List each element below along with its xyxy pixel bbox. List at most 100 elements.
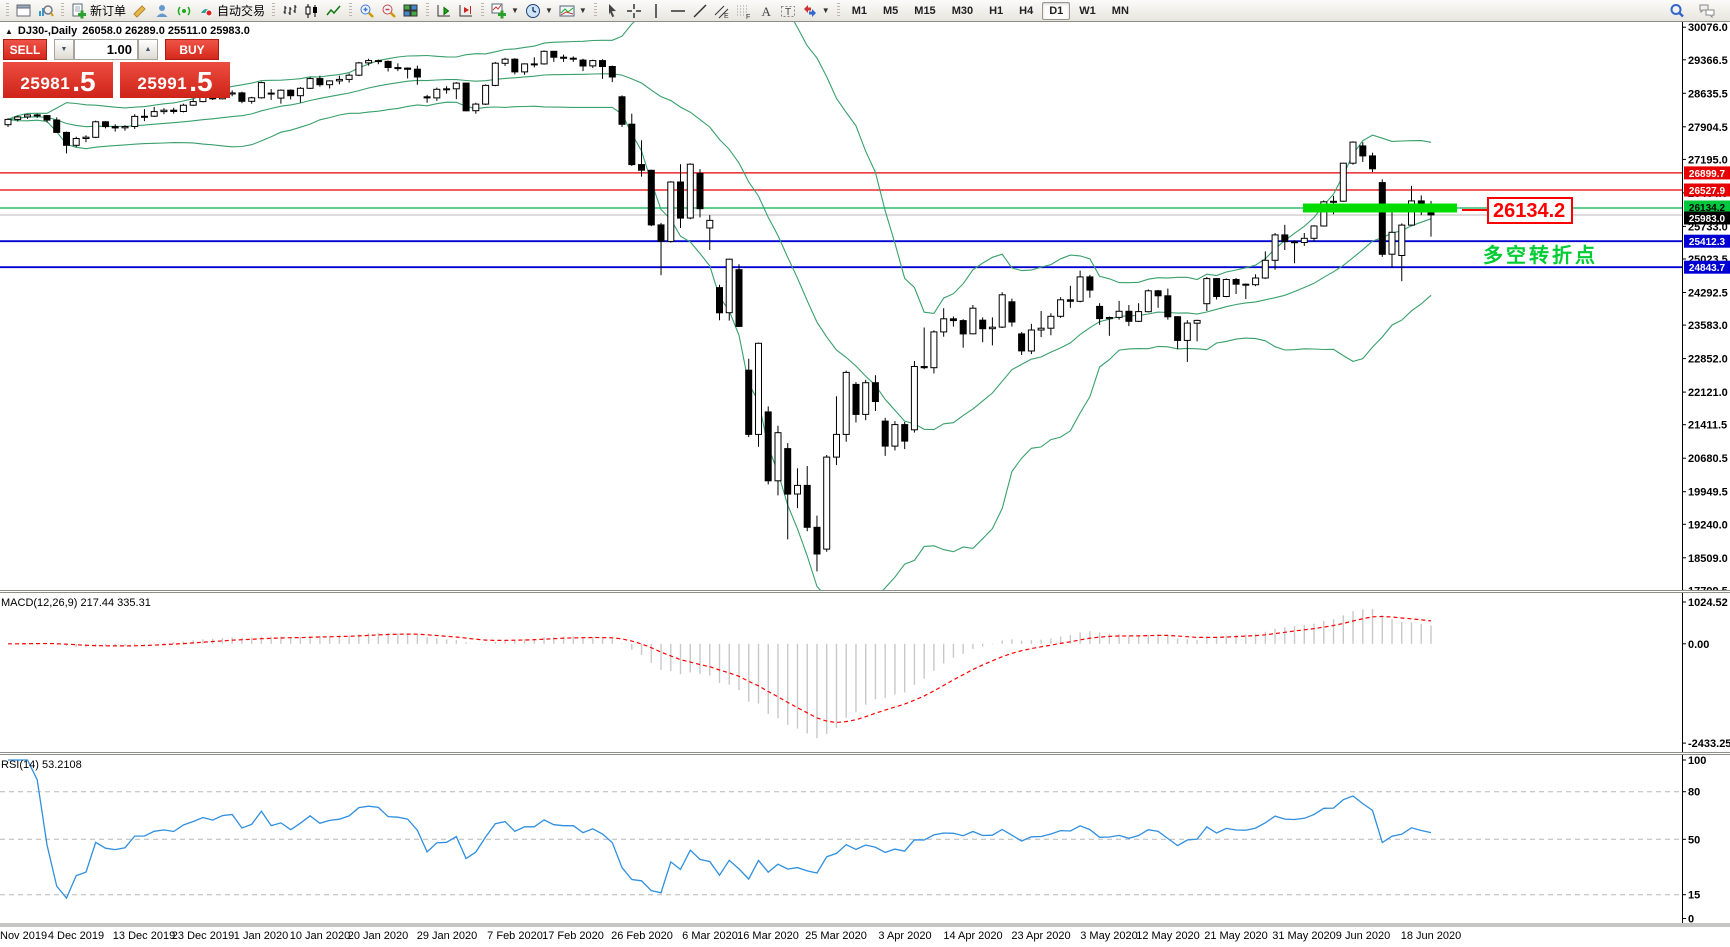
new-order-icon <box>72 3 86 18</box>
svg-text:26527.9: 26527.9 <box>1689 186 1726 197</box>
toolbar-periods-button[interactable]: ▼ <box>522 1 556 21</box>
auto-trading-icon <box>201 8 213 16</box>
svg-text:25412.3: 25412.3 <box>1689 237 1726 248</box>
svg-text:19949.5: 19949.5 <box>1688 487 1728 499</box>
toolbar-new-order-label: 新订单 <box>90 4 127 18</box>
svg-text:23583.0: 23583.0 <box>1688 320 1728 332</box>
chart-title: ▲ DJ30-,Daily 26058.0 26289.0 25511.0 25… <box>5 25 250 37</box>
toolbar-grip[interactable] <box>349 3 353 18</box>
toolbar-horizontal-line-button[interactable] <box>667 1 689 21</box>
toolbar-zoom-in-button[interactable] <box>356 1 378 21</box>
toolbar-chat-button[interactable] <box>1696 1 1718 21</box>
date-label: 6 Mar 2020 <box>682 930 738 942</box>
toolbar-tile-windows-button[interactable] <box>400 1 422 21</box>
chat-icon <box>1699 4 1715 18</box>
toolbar-crosshair-button[interactable] <box>623 1 645 21</box>
toolbar-auto-scroll-button[interactable] <box>433 1 455 21</box>
toolbar-grip[interactable] <box>272 3 276 18</box>
toolbar-text-button[interactable]: A <box>755 1 777 21</box>
toolbar-grip[interactable] <box>836 3 840 18</box>
svg-text:19240.0: 19240.0 <box>1688 519 1728 531</box>
price-callout-text: 26134.2 <box>1493 200 1565 222</box>
toolbar-arrows-button[interactable]: ▼ <box>799 1 833 21</box>
toolbar-profile-button[interactable] <box>151 1 173 21</box>
dropdown-arrow-icon[interactable]: ▼ <box>821 6 830 15</box>
toolbar-templates-button[interactable]: ▼ <box>556 1 590 21</box>
timeframe-button-D1[interactable]: D1 <box>1042 1 1071 20</box>
timeframe-button-MN[interactable]: MN <box>1111 4 1129 17</box>
axis-price-badge: 25983.0 <box>1684 211 1730 225</box>
svg-text:20680.5: 20680.5 <box>1688 453 1728 465</box>
svg-text:24843.7: 24843.7 <box>1689 263 1726 274</box>
sell-price-main: 25981 <box>20 74 71 93</box>
buy-button[interactable]: BUY <box>165 39 219 60</box>
support-zone-bar[interactable] <box>1303 203 1457 213</box>
sell-button[interactable]: SELL <box>3 39 47 60</box>
timeframe-button-M15[interactable]: M15 <box>914 4 936 17</box>
toolbar-grip[interactable] <box>426 3 430 18</box>
chart-window: ▲ DJ30-,Daily 26058.0 26289.0 25511.0 25… <box>0 22 1730 947</box>
strategy-tester-icon <box>39 4 54 17</box>
toolbar-auto-trading-button[interactable]: 自动交易 <box>195 1 268 21</box>
toolbar-grip[interactable] <box>6 3 9 18</box>
toolbar-grip[interactable] <box>61 3 64 18</box>
main-price-chart[interactable]: 26134.2 多空转折点 30076.0 29366.5 28635.5 27904.5… <box>0 22 1730 590</box>
timeframe-button-W1[interactable]: W1 <box>1079 4 1096 17</box>
timeframe-button-M1[interactable]: M1 <box>851 4 867 17</box>
toolbar-indicators-add-button[interactable]: ▼ <box>488 1 522 21</box>
toolbar-signal-button[interactable] <box>173 1 195 21</box>
svg-text:50: 50 <box>1688 834 1700 846</box>
toolbar-line-chart-button[interactable] <box>323 1 345 21</box>
timeframe-button-H1[interactable]: H1 <box>989 4 1004 17</box>
toolbar-trend-line-button[interactable] <box>689 1 711 21</box>
dropdown-arrow-icon[interactable]: ▼ <box>511 6 519 15</box>
date-label: 14 Apr 2020 <box>943 930 1003 942</box>
toolbar-strategy-tester-button[interactable] <box>35 1 57 21</box>
svg-text:F: F <box>746 14 750 19</box>
toolbar-text-label-button[interactable]: T <box>777 1 799 21</box>
toolbar-bar-chart-button[interactable] <box>279 1 301 21</box>
toolbar-candlestick-chart-button[interactable] <box>301 1 323 21</box>
sell-price[interactable]: 25981 .5 <box>3 62 113 98</box>
dropdown-arrow-icon[interactable]: ▼ <box>544 6 553 15</box>
svg-text:18509.0: 18509.0 <box>1688 553 1728 565</box>
vertical-line-icon <box>655 3 657 18</box>
chart-shift-icon <box>459 4 473 16</box>
date-label: 25 Mar 2020 <box>805 930 867 942</box>
toolbar-search-button[interactable] <box>1666 1 1688 21</box>
crosshair-icon <box>626 3 641 18</box>
macd-indicator-panel[interactable]: MACD(12,26,9) 217.44 335.31 1024.52 0.00 -2… <box>0 590 1730 752</box>
dropdown-arrow-icon[interactable]: ▼ <box>578 6 587 15</box>
toolbar-chart-window-button[interactable] <box>13 1 35 21</box>
volume-increase-button[interactable]: ▲ <box>138 39 158 60</box>
toolbar-zoom-out-button[interactable] <box>378 1 400 21</box>
chart-ohlc-values: 26058.0 26289.0 25511.0 25983.0 <box>82 25 250 37</box>
date-label: 16 Mar 2020 <box>737 930 799 942</box>
buy-price[interactable]: 25991 .5 <box>120 62 230 98</box>
rsi-indicator-panel[interactable]: RSI(14) 53.2108 100 80 50 15 0 <box>0 752 1730 927</box>
periods-icon <box>525 3 540 18</box>
timeframe-button-H4[interactable]: H4 <box>1019 4 1034 17</box>
toolbar-fibonacci-button[interactable]: F <box>733 1 755 21</box>
toolbar-grip[interactable] <box>593 3 597 18</box>
toolbar-chart-shift-button[interactable] <box>455 1 477 21</box>
chart-window-icon <box>16 4 31 16</box>
volume-input[interactable]: 1.00 <box>74 39 138 60</box>
timeframe-button-M30[interactable]: M30 <box>951 4 974 17</box>
svg-text:27904.5: 27904.5 <box>1688 122 1728 134</box>
timeframe-button-M5[interactable]: M5 <box>883 4 899 17</box>
macd-label: MACD(12,26,9) 217.44 335.31 <box>1 597 151 609</box>
toolbar-cursor-button[interactable] <box>601 1 623 21</box>
line-chart-icon <box>326 5 341 15</box>
toolbar-new-order-button[interactable]: 新订单 <box>68 1 129 21</box>
date-label: 3 May 2020 <box>1080 930 1138 942</box>
toolbar-equidistant-channel-button[interactable]: E <box>711 1 733 21</box>
date-label: 20 Jan 2020 <box>347 930 409 942</box>
date-axis[interactable]: Nov 2019 4 Dec 2019 13 Dec 2019 23 Dec 2019… <box>0 927 1730 947</box>
toolbar-vertical-line-button[interactable] <box>645 1 667 21</box>
volume-decrease-button[interactable]: ▼ <box>54 39 74 60</box>
toolbar-crayon-button[interactable] <box>129 1 151 21</box>
toolbar-grip[interactable] <box>481 3 485 18</box>
date-label: 7 Feb 2020 <box>487 930 543 942</box>
price-callout-box[interactable] <box>1487 197 1573 224</box>
